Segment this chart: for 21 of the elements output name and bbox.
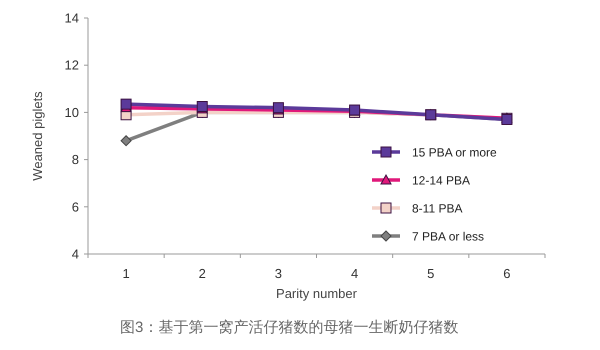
point — [120, 98, 132, 110]
y-tick-label: 4 — [72, 246, 79, 262]
x-tick-label: 1 — [122, 266, 130, 281]
x-tick-label: 6 — [503, 266, 511, 281]
x-tick-label: 2 — [198, 266, 206, 281]
x-tick-label: 4 — [350, 266, 358, 281]
y-axis-title: Weaned piglets — [30, 90, 45, 181]
x-tick-label: 5 — [427, 266, 434, 281]
x-axis-title: Parity number — [276, 286, 358, 301]
y-tick-label: 8 — [72, 152, 79, 168]
y-tick-label: 10 — [64, 104, 79, 120]
y-tick-label: 14 — [64, 10, 79, 26]
legend-label: 7 PBA or less — [412, 230, 484, 244]
legend-label: 15 PBA or more — [412, 146, 498, 160]
point — [120, 135, 132, 146]
x-tick-label: 3 — [274, 266, 282, 281]
y-tick-label: 6 — [72, 199, 79, 214]
y-tick-label: 12 — [64, 58, 79, 73]
legend-label: 8-11 PBA — [412, 202, 462, 216]
caption: 图3：基于第一窝产活仔猪数的母猪一生断奶仔猪数 — [120, 319, 458, 336]
legend-label: 12-14 PBA — [412, 174, 470, 188]
